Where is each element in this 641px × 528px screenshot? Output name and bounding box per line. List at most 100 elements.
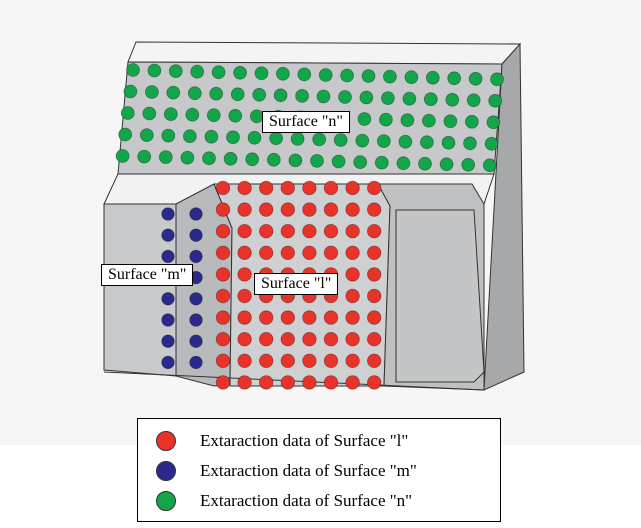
surface-n-point: [269, 131, 284, 146]
surface-l-point: [280, 223, 296, 239]
legend-label-n: Extaraction data of Surface "n": [200, 491, 413, 510]
surface-l-point: [215, 267, 231, 282]
surface-n-point: [318, 68, 333, 82]
surface-n-point: [163, 107, 178, 121]
surface-n-point: [439, 157, 454, 172]
surface-n-point: [166, 85, 181, 100]
surface-l-point: [237, 267, 252, 282]
surface-n-point: [374, 155, 389, 170]
surface-n-point: [482, 158, 497, 173]
surface-n-point: [421, 113, 436, 128]
surface-n-point: [402, 91, 417, 106]
surface-l-point: [237, 223, 252, 239]
surface-l-point: [323, 202, 339, 217]
legend-label-m: Extaraction data of Surface "m": [200, 461, 417, 480]
surface-l-point: [302, 310, 317, 325]
surface-l-point: [215, 223, 231, 239]
surface-n-point: [464, 114, 479, 129]
surface-n-point: [398, 134, 413, 149]
surface-l-point: [280, 310, 296, 325]
surface-l-point: [323, 180, 339, 196]
surface-n-point: [490, 72, 504, 87]
surface-l-point: [280, 245, 296, 261]
surface-l-point: [323, 353, 339, 369]
surface-l-point: [259, 375, 274, 390]
green-dot-icon: [156, 491, 176, 511]
surface-n-point: [461, 157, 476, 172]
surface-n-point: [380, 91, 395, 105]
surface-l-point: [259, 245, 274, 261]
surface-m-point: [161, 249, 175, 264]
legend-label-l: Extaraction data of Surface "l": [200, 431, 409, 450]
surface-n-point: [355, 133, 370, 148]
surface-n-point: [488, 93, 503, 108]
surface-m-point: [161, 292, 175, 306]
surface-n-point: [316, 89, 331, 104]
surface-l-point: [367, 310, 382, 325]
surface-l-point: [215, 288, 231, 304]
surface-n-point: [147, 63, 162, 78]
surface-n-point: [226, 130, 240, 145]
surface-l-point: [345, 375, 360, 390]
surface-l-point: [323, 375, 339, 390]
surface-n-point: [266, 152, 281, 167]
surface-l-point: [237, 202, 252, 217]
surface-l-label: Surface "l": [254, 273, 339, 295]
surface-n-point: [209, 86, 224, 101]
block-right-side-face: [483, 42, 525, 391]
surface-n-point: [202, 151, 216, 166]
surface-n-point: [142, 106, 157, 121]
surface-n-point: [338, 90, 352, 104]
surface-n-point: [400, 113, 415, 128]
surface-l-dots: [215, 180, 382, 390]
surface-l-point: [345, 310, 360, 325]
surface-n-point: [378, 112, 393, 127]
surface-l-point: [280, 375, 296, 390]
surface-l-point: [345, 223, 360, 239]
surface-m-label: Surface "m": [101, 264, 194, 286]
surface-l-point: [302, 332, 317, 347]
surface-l-point: [323, 245, 339, 261]
surface-l-point: [345, 180, 360, 196]
surface-n-point: [230, 87, 245, 102]
surface-l-point: [323, 223, 339, 239]
surface-n-point: [228, 108, 243, 123]
surface-l-point: [323, 332, 339, 347]
surface-l-point: [302, 223, 317, 239]
surface-l-point: [302, 245, 317, 261]
surface-n-point: [252, 87, 267, 102]
surface-n-point: [419, 135, 434, 150]
surface-l-point: [237, 310, 252, 325]
surface-n-point: [310, 153, 324, 168]
surface-m-dots: [161, 207, 203, 370]
surface-n-label: Surface "n": [262, 111, 350, 133]
surface-l-point: [345, 353, 360, 369]
surface-n-point: [204, 129, 219, 144]
surface-n-point: [340, 68, 355, 83]
surface-n-point: [288, 153, 303, 168]
surface-l-point: [280, 202, 296, 217]
surface-m-point: [189, 355, 203, 370]
surface-m-point: [189, 334, 203, 348]
surface-l-point: [367, 180, 382, 196]
surface-n-point: [486, 115, 501, 130]
surface-l-point: [259, 353, 274, 369]
surface-l-point: [302, 375, 317, 390]
surface-l-point: [237, 353, 252, 369]
surface-m-point: [189, 228, 203, 242]
surface-l-point: [237, 375, 252, 390]
surface-n-point: [190, 64, 205, 79]
surface-l-point: [302, 202, 317, 217]
surface-n-point: [445, 92, 460, 107]
surface-l-point: [302, 180, 317, 196]
surface-n-point: [233, 65, 248, 80]
surface-m-point: [189, 313, 203, 327]
surface-l-point: [215, 332, 231, 347]
surface-n-point: [443, 114, 458, 129]
surface-n-point: [187, 86, 202, 101]
surface-n-point: [118, 127, 133, 142]
surface-l-point: [323, 310, 339, 325]
surface-n-point: [468, 71, 483, 86]
surface-l-point: [215, 245, 231, 261]
